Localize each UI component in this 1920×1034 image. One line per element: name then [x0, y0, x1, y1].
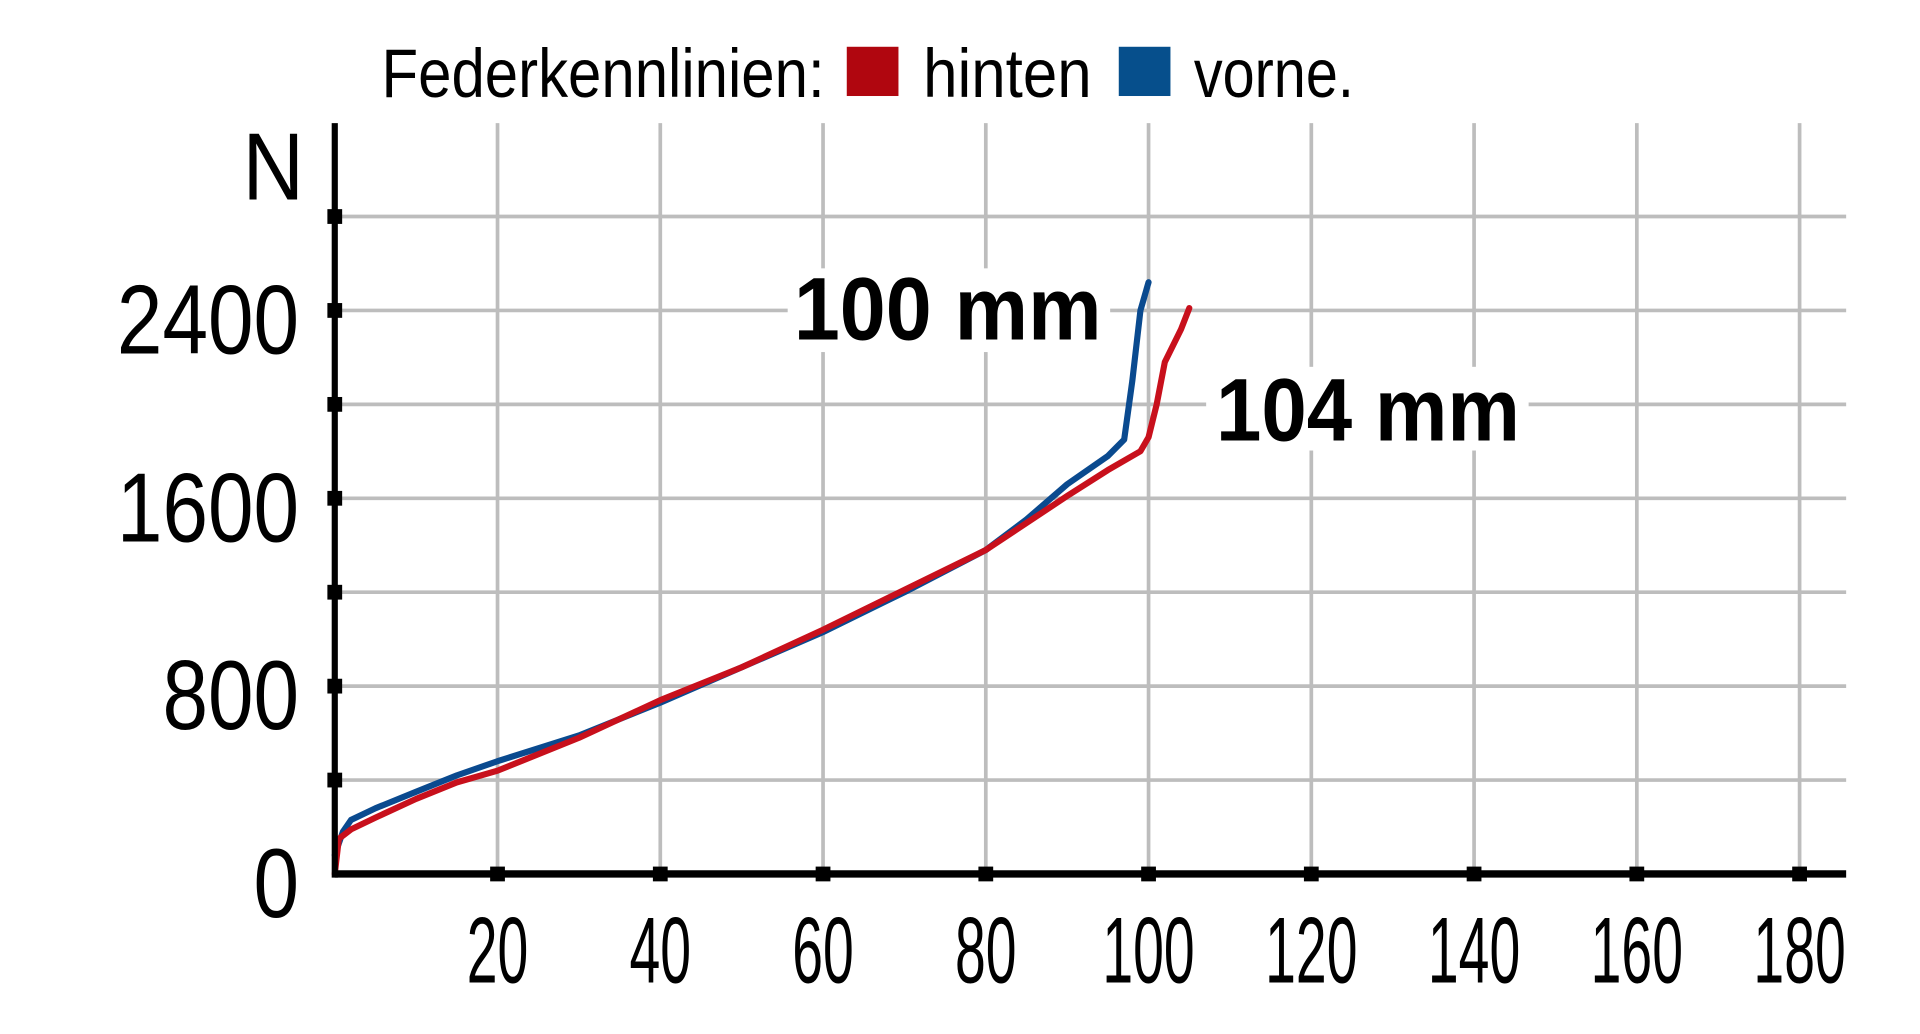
legend-title: Federkennlinien: [382, 35, 825, 112]
x-tick-mark [490, 866, 505, 882]
y-tick-mark [327, 584, 343, 600]
x-tick-label: 180 [1753, 897, 1845, 1002]
y-tick-mark [327, 490, 343, 506]
x-tick-mark [1466, 866, 1482, 882]
x-tick-label: 140 [1428, 897, 1520, 1002]
x-tick-mark [1303, 866, 1319, 882]
legend-label-hinten: hinten [923, 35, 1092, 112]
legend: Federkennlinien: hinten vorne. [382, 35, 1354, 112]
x-tick-mark [652, 866, 668, 882]
x-tick-mark [1141, 866, 1156, 882]
y-tick-mark [327, 772, 343, 788]
y-tick-mark [327, 678, 343, 694]
x-tick-label: 60 [792, 897, 854, 1002]
x-tick-label: 40 [630, 897, 692, 1002]
series-line-hinten [331, 305, 1193, 878]
legend-swatch-vorne [1118, 46, 1171, 97]
annotations: 100 mm 104 mm [787, 260, 1529, 460]
y-axis-label: N [242, 113, 304, 220]
y-tick-label: 0 [254, 828, 300, 938]
y-tick-label: 2400 [117, 265, 299, 375]
x-tick-mark [1629, 866, 1645, 882]
annotation-100mm: 100 mm [794, 260, 1102, 359]
x-tick-label: 20 [467, 897, 529, 1002]
legend-label-vorne: vorne. [1194, 35, 1354, 112]
series-line-vorne [331, 279, 1152, 859]
x-tick-mark [815, 866, 831, 882]
x-tick-label: 160 [1591, 897, 1683, 1002]
y-tick-label: 800 [162, 640, 299, 750]
x-tick-mark [978, 866, 994, 882]
x-tick-mark [1792, 866, 1807, 882]
tick-labels: 20 40 60 80 100 120 140 160 180 0 800 1600 2400 [117, 265, 1846, 1003]
series-layer [331, 279, 1193, 878]
y-tick-mark [327, 303, 343, 318]
axes [327, 123, 1847, 882]
y-tick-mark [327, 209, 343, 224]
legend-swatch-hinten [846, 46, 899, 97]
y-tick-mark [327, 396, 343, 412]
annotation-104mm: 104 mm [1216, 361, 1520, 460]
x-tick-label: 100 [1102, 897, 1194, 1002]
x-tick-label: 120 [1265, 897, 1357, 1002]
grid [334, 123, 1847, 874]
x-tick-label: 80 [955, 897, 1017, 1002]
y-tick-label: 1600 [117, 452, 299, 562]
